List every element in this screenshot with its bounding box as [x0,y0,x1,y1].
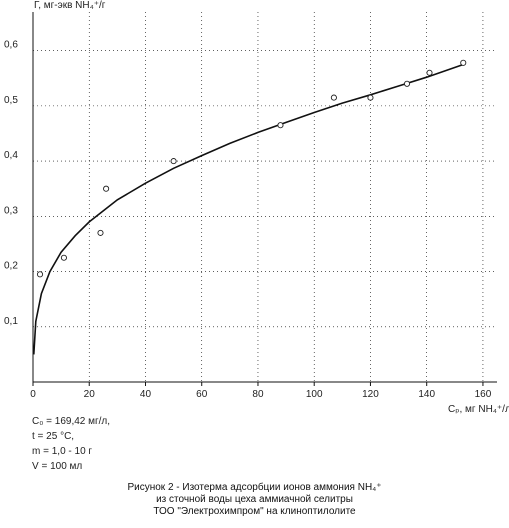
y-tick-label: 0,5 [4,95,18,106]
y-tick-label: 0,4 [4,150,18,161]
data-point [97,229,104,236]
data-point [367,94,374,101]
caption-line-2: из сточной воды цеха аммиачной селитры [156,494,353,505]
data-point [170,158,177,165]
y-axis-label: Г, мг-экв NH₄⁺/г [34,0,106,11]
figure-caption: Рисунок 2 - Изотерма адсорбции ионов амм… [0,482,509,518]
adsorption-isotherm-chart: 0 20 40 60 80 100 120 140 160 0,1 0,2 0,3 0,4 0,5 0,6 [4,12,497,400]
caption-line-1: Рисунок 2 - Изотерма адсорбции ионов амм… [127,482,382,493]
y-tick-label: 0,2 [4,261,18,272]
condition-sorbent-mass: m = 1,0 - 10 г [32,446,93,457]
data-point [426,69,433,76]
data-point [330,94,337,101]
condition-volume: V = 100 мл [32,461,83,472]
data-point [277,122,284,129]
x-tick-label: 160 [475,389,492,400]
condition-initial-concentration: C₀ = 169,42 мг/л, [32,416,111,427]
experiment-conditions: C₀ = 169,42 мг/л, t = 25 °C, m = 1,0 - 1… [32,414,110,474]
data-point [460,59,467,66]
x-tick-label: 120 [362,389,379,400]
condition-temperature: t = 25 °C, [32,431,75,442]
x-tick-label: 20 [84,389,96,400]
data-point [60,254,67,261]
y-tick-label: 0,3 [4,205,18,216]
data-point [36,271,44,278]
caption-line-3: ТОО "Электрохимпром" на клиноптилолите [153,506,356,517]
y-tick-label: 0,1 [4,316,18,327]
x-tick-label: 80 [252,389,264,400]
x-tick-label: 60 [196,389,208,400]
x-tick-label: 100 [306,389,323,400]
data-point [403,80,411,87]
data-point [103,185,110,192]
x-tick-label: 0 [30,389,36,400]
x-tick-label: 40 [140,389,152,400]
x-axis-label: Cₚ, мг NH₄⁺/л [448,404,509,415]
y-tick-label: 0,6 [4,40,18,51]
x-tick-label: 140 [418,389,435,400]
isotherm-fit-curve [33,63,464,355]
